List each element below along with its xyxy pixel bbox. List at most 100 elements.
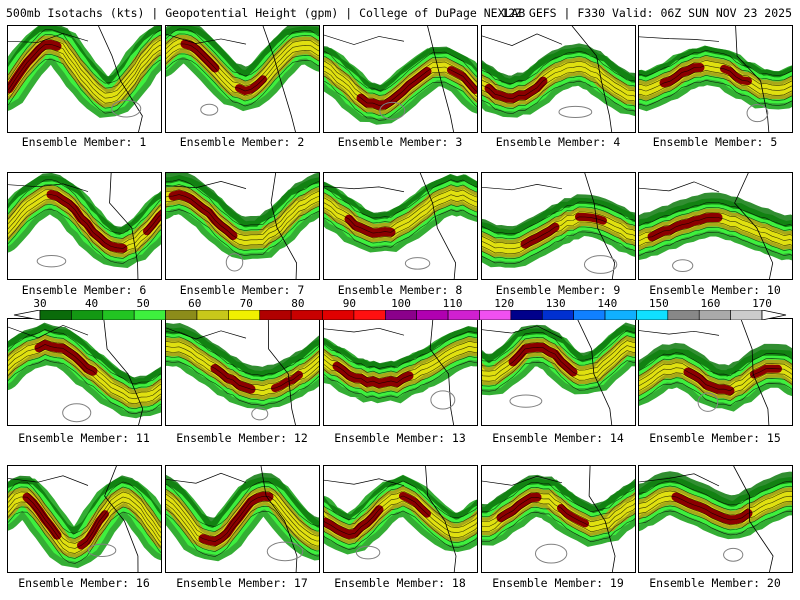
height-contour: [8, 49, 161, 104]
ensemble-member-map: [165, 318, 320, 426]
colorbar-segment: [353, 310, 386, 320]
colorbar-tick-label: 60: [188, 297, 202, 310]
colorbar-tick-label: 40: [84, 297, 99, 310]
height-contour: [324, 485, 477, 525]
height-contour: [482, 201, 635, 235]
ensemble-member-map: [481, 465, 636, 573]
coastline: [482, 475, 563, 486]
height-contour: [166, 510, 319, 557]
ensemble-member-map: [481, 172, 636, 280]
height-contour: [324, 56, 477, 96]
height-contour: [324, 360, 477, 399]
height-contour: [166, 33, 319, 82]
colorbar-segment: [228, 310, 261, 320]
height-contour-low: [36, 255, 67, 268]
coastline: [571, 26, 613, 132]
coastline: [639, 330, 720, 336]
coastline: [588, 466, 616, 572]
member-caption: Ensemble Member: 13: [334, 431, 466, 445]
isotach-map: [482, 319, 635, 425]
height-contour-low: [672, 259, 694, 273]
coastline: [324, 34, 405, 45]
height-contour: [482, 335, 635, 367]
height-contour: [324, 189, 477, 229]
height-contour: [324, 500, 477, 540]
height-contour: [482, 350, 635, 382]
height-contour: [482, 60, 635, 94]
height-contour: [166, 485, 319, 532]
colorbar-tick-label: 80: [291, 297, 305, 310]
height-contour: [639, 69, 792, 97]
isotach-map: [639, 26, 792, 132]
height-contour: [8, 349, 161, 405]
coastline: [260, 466, 298, 572]
height-contour: [639, 510, 792, 536]
height-contour: [166, 505, 319, 552]
member-caption: Ensemble Member: 4: [495, 135, 621, 149]
height-contour: [324, 61, 477, 101]
coastline: [166, 181, 247, 189]
colorbar-tick-label: 170: [752, 297, 772, 310]
height-contour: [639, 367, 792, 392]
member-caption: Ensemble Member: 1: [21, 135, 147, 149]
ensemble-member-map: [323, 172, 478, 280]
colorbar-segment: [133, 310, 166, 320]
colorbar-tick-label: 90: [342, 297, 357, 310]
height-contour: [639, 207, 792, 231]
height-contour: [166, 194, 319, 241]
height-contour: [8, 29, 161, 84]
colorbar-segment: [636, 310, 669, 320]
height-contour: [324, 345, 477, 384]
height-contour: [482, 360, 635, 392]
height-contour: [639, 377, 792, 402]
height-contour: [639, 212, 792, 236]
member-caption: Ensemble Member: 16: [18, 576, 150, 590]
colorbar-tick-label: 160: [700, 297, 721, 310]
height-contour: [8, 491, 161, 544]
coastline: [324, 327, 405, 336]
height-contour: [482, 340, 635, 372]
coastline: [482, 325, 563, 339]
height-contour: [324, 490, 477, 530]
height-contour-low: [379, 101, 406, 120]
height-contour: [166, 58, 319, 107]
ensemble-member-map: [638, 465, 793, 573]
height-contour-low: [62, 403, 92, 423]
height-contour: [639, 64, 792, 92]
height-contour: [639, 357, 792, 382]
height-contour: [482, 221, 635, 255]
height-contour: [324, 204, 477, 244]
height-contour: [8, 354, 161, 410]
jet-band-30kt: [166, 173, 319, 231]
isotach-map: [324, 173, 477, 279]
height-contour: [639, 490, 792, 516]
colorbar-tick-label: 140: [597, 297, 618, 310]
coastline: [639, 473, 720, 487]
height-contour-low: [225, 253, 244, 272]
height-contour: [166, 351, 319, 397]
colorbar-tick-label: 120: [494, 297, 515, 310]
height-contour: [639, 74, 792, 102]
ensemble-member-map: [165, 172, 320, 280]
ensemble-member-map: [638, 25, 793, 133]
coastline: [98, 26, 143, 132]
coastline: [262, 26, 296, 132]
ensemble-member-map: [638, 172, 793, 280]
height-contour: [482, 226, 635, 260]
height-contour: [324, 335, 477, 374]
height-contour: [166, 179, 319, 226]
height-contour: [639, 79, 792, 107]
colorbar: [13, 310, 787, 320]
coastline: [429, 319, 455, 425]
height-contour-low: [404, 257, 431, 270]
colorbar-tick-label: 150: [648, 297, 669, 310]
coastline: [425, 466, 457, 572]
ensemble-member-map: [7, 318, 162, 426]
height-contour: [8, 506, 161, 559]
height-contour: [639, 217, 792, 241]
ensemble-member-map: [323, 25, 478, 133]
height-contour: [166, 361, 319, 407]
height-contour: [639, 362, 792, 387]
height-contour-low: [697, 392, 719, 412]
height-contour: [639, 222, 792, 246]
